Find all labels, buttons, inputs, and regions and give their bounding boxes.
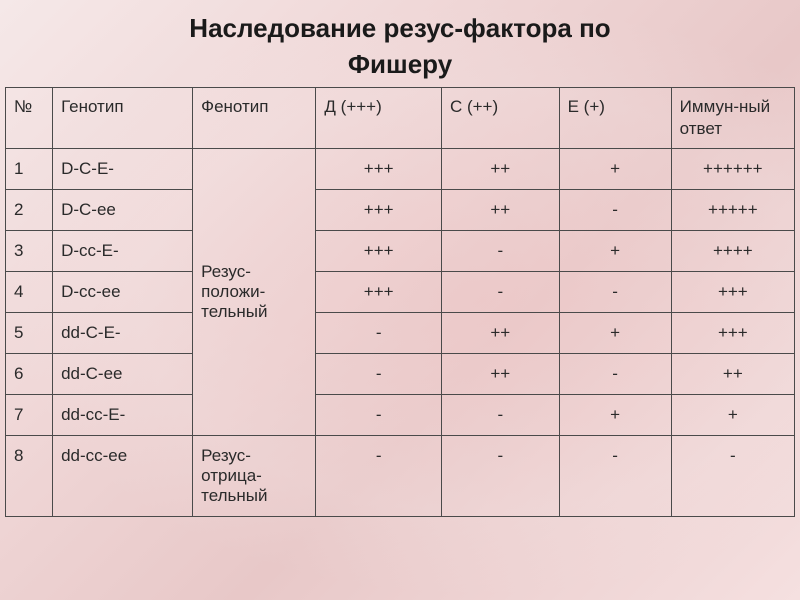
cell-d: +++ bbox=[316, 271, 442, 312]
cell-genotype: D-cc-ee bbox=[53, 271, 193, 312]
cell-c: - bbox=[441, 435, 559, 516]
cell-num: 6 bbox=[6, 353, 53, 394]
cell-phenotype-positive: Резус-положи-тельный bbox=[193, 148, 316, 435]
cell-genotype: dd-cc-ee bbox=[53, 435, 193, 516]
cell-c: - bbox=[441, 230, 559, 271]
cell-d: - bbox=[316, 394, 442, 435]
table-row: 5 dd-C-E- - ++ + +++ bbox=[6, 312, 795, 353]
title-line-2: Фишеру bbox=[348, 49, 452, 79]
header-genotype: Генотип bbox=[53, 87, 193, 148]
cell-d: - bbox=[316, 353, 442, 394]
cell-c: ++ bbox=[441, 148, 559, 189]
cell-immune: +++ bbox=[671, 312, 794, 353]
cell-num: 8 bbox=[6, 435, 53, 516]
cell-e: - bbox=[559, 435, 671, 516]
cell-num: 2 bbox=[6, 189, 53, 230]
header-c: С (++) bbox=[441, 87, 559, 148]
header-e: Е (+) bbox=[559, 87, 671, 148]
cell-num: 3 bbox=[6, 230, 53, 271]
cell-genotype: D-C-E- bbox=[53, 148, 193, 189]
cell-c: - bbox=[441, 271, 559, 312]
cell-d: - bbox=[316, 435, 442, 516]
header-immune: Иммун-ный ответ bbox=[671, 87, 794, 148]
cell-d: +++ bbox=[316, 148, 442, 189]
cell-e: + bbox=[559, 230, 671, 271]
page-title: Наследование резус-фактора по Фишеру bbox=[5, 10, 795, 83]
cell-genotype: dd-cc-E- bbox=[53, 394, 193, 435]
cell-e: - bbox=[559, 271, 671, 312]
cell-immune: +++ bbox=[671, 271, 794, 312]
table-row: 2 D-C-ee +++ ++ - +++++ bbox=[6, 189, 795, 230]
cell-immune: - bbox=[671, 435, 794, 516]
cell-e: + bbox=[559, 312, 671, 353]
cell-num: 1 bbox=[6, 148, 53, 189]
content-container: Наследование резус-фактора по Фишеру № Г… bbox=[0, 0, 800, 527]
header-num: № bbox=[6, 87, 53, 148]
cell-c: ++ bbox=[441, 312, 559, 353]
cell-d: +++ bbox=[316, 230, 442, 271]
cell-phenotype-negative: Резус-отрица-тельный bbox=[193, 435, 316, 516]
cell-e: + bbox=[559, 148, 671, 189]
header-d: Д (+++) bbox=[316, 87, 442, 148]
title-line-1: Наследование резус-фактора по bbox=[189, 13, 610, 43]
table-body: 1 D-C-E- Резус-положи-тельный +++ ++ + +… bbox=[6, 148, 795, 516]
table-row: 6 dd-C-ee - ++ - ++ bbox=[6, 353, 795, 394]
cell-d: - bbox=[316, 312, 442, 353]
cell-genotype: dd-C-ee bbox=[53, 353, 193, 394]
table-row: 3 D-cc-E- +++ - + ++++ bbox=[6, 230, 795, 271]
cell-immune: +++++ bbox=[671, 189, 794, 230]
cell-e: - bbox=[559, 353, 671, 394]
cell-genotype: D-cc-E- bbox=[53, 230, 193, 271]
cell-c: - bbox=[441, 394, 559, 435]
table-header-row: № Генотип Фенотип Д (+++) С (++) Е (+) И… bbox=[6, 87, 795, 148]
cell-c: ++ bbox=[441, 353, 559, 394]
cell-genotype: D-C-ee bbox=[53, 189, 193, 230]
table-row: 7 dd-cc-E- - - + + bbox=[6, 394, 795, 435]
cell-c: ++ bbox=[441, 189, 559, 230]
rhesus-inheritance-table: № Генотип Фенотип Д (+++) С (++) Е (+) И… bbox=[5, 87, 795, 517]
cell-num: 7 bbox=[6, 394, 53, 435]
cell-immune: ++++ bbox=[671, 230, 794, 271]
table-row: 8 dd-cc-ee Резус-отрица-тельный - - - - bbox=[6, 435, 795, 516]
cell-e: - bbox=[559, 189, 671, 230]
cell-num: 4 bbox=[6, 271, 53, 312]
table-row: 1 D-C-E- Резус-положи-тельный +++ ++ + +… bbox=[6, 148, 795, 189]
cell-d: +++ bbox=[316, 189, 442, 230]
cell-immune: ++++++ bbox=[671, 148, 794, 189]
cell-genotype: dd-C-E- bbox=[53, 312, 193, 353]
cell-immune: + bbox=[671, 394, 794, 435]
cell-immune: ++ bbox=[671, 353, 794, 394]
table-row: 4 D-cc-ee +++ - - +++ bbox=[6, 271, 795, 312]
header-phenotype: Фенотип bbox=[193, 87, 316, 148]
cell-num: 5 bbox=[6, 312, 53, 353]
cell-e: + bbox=[559, 394, 671, 435]
